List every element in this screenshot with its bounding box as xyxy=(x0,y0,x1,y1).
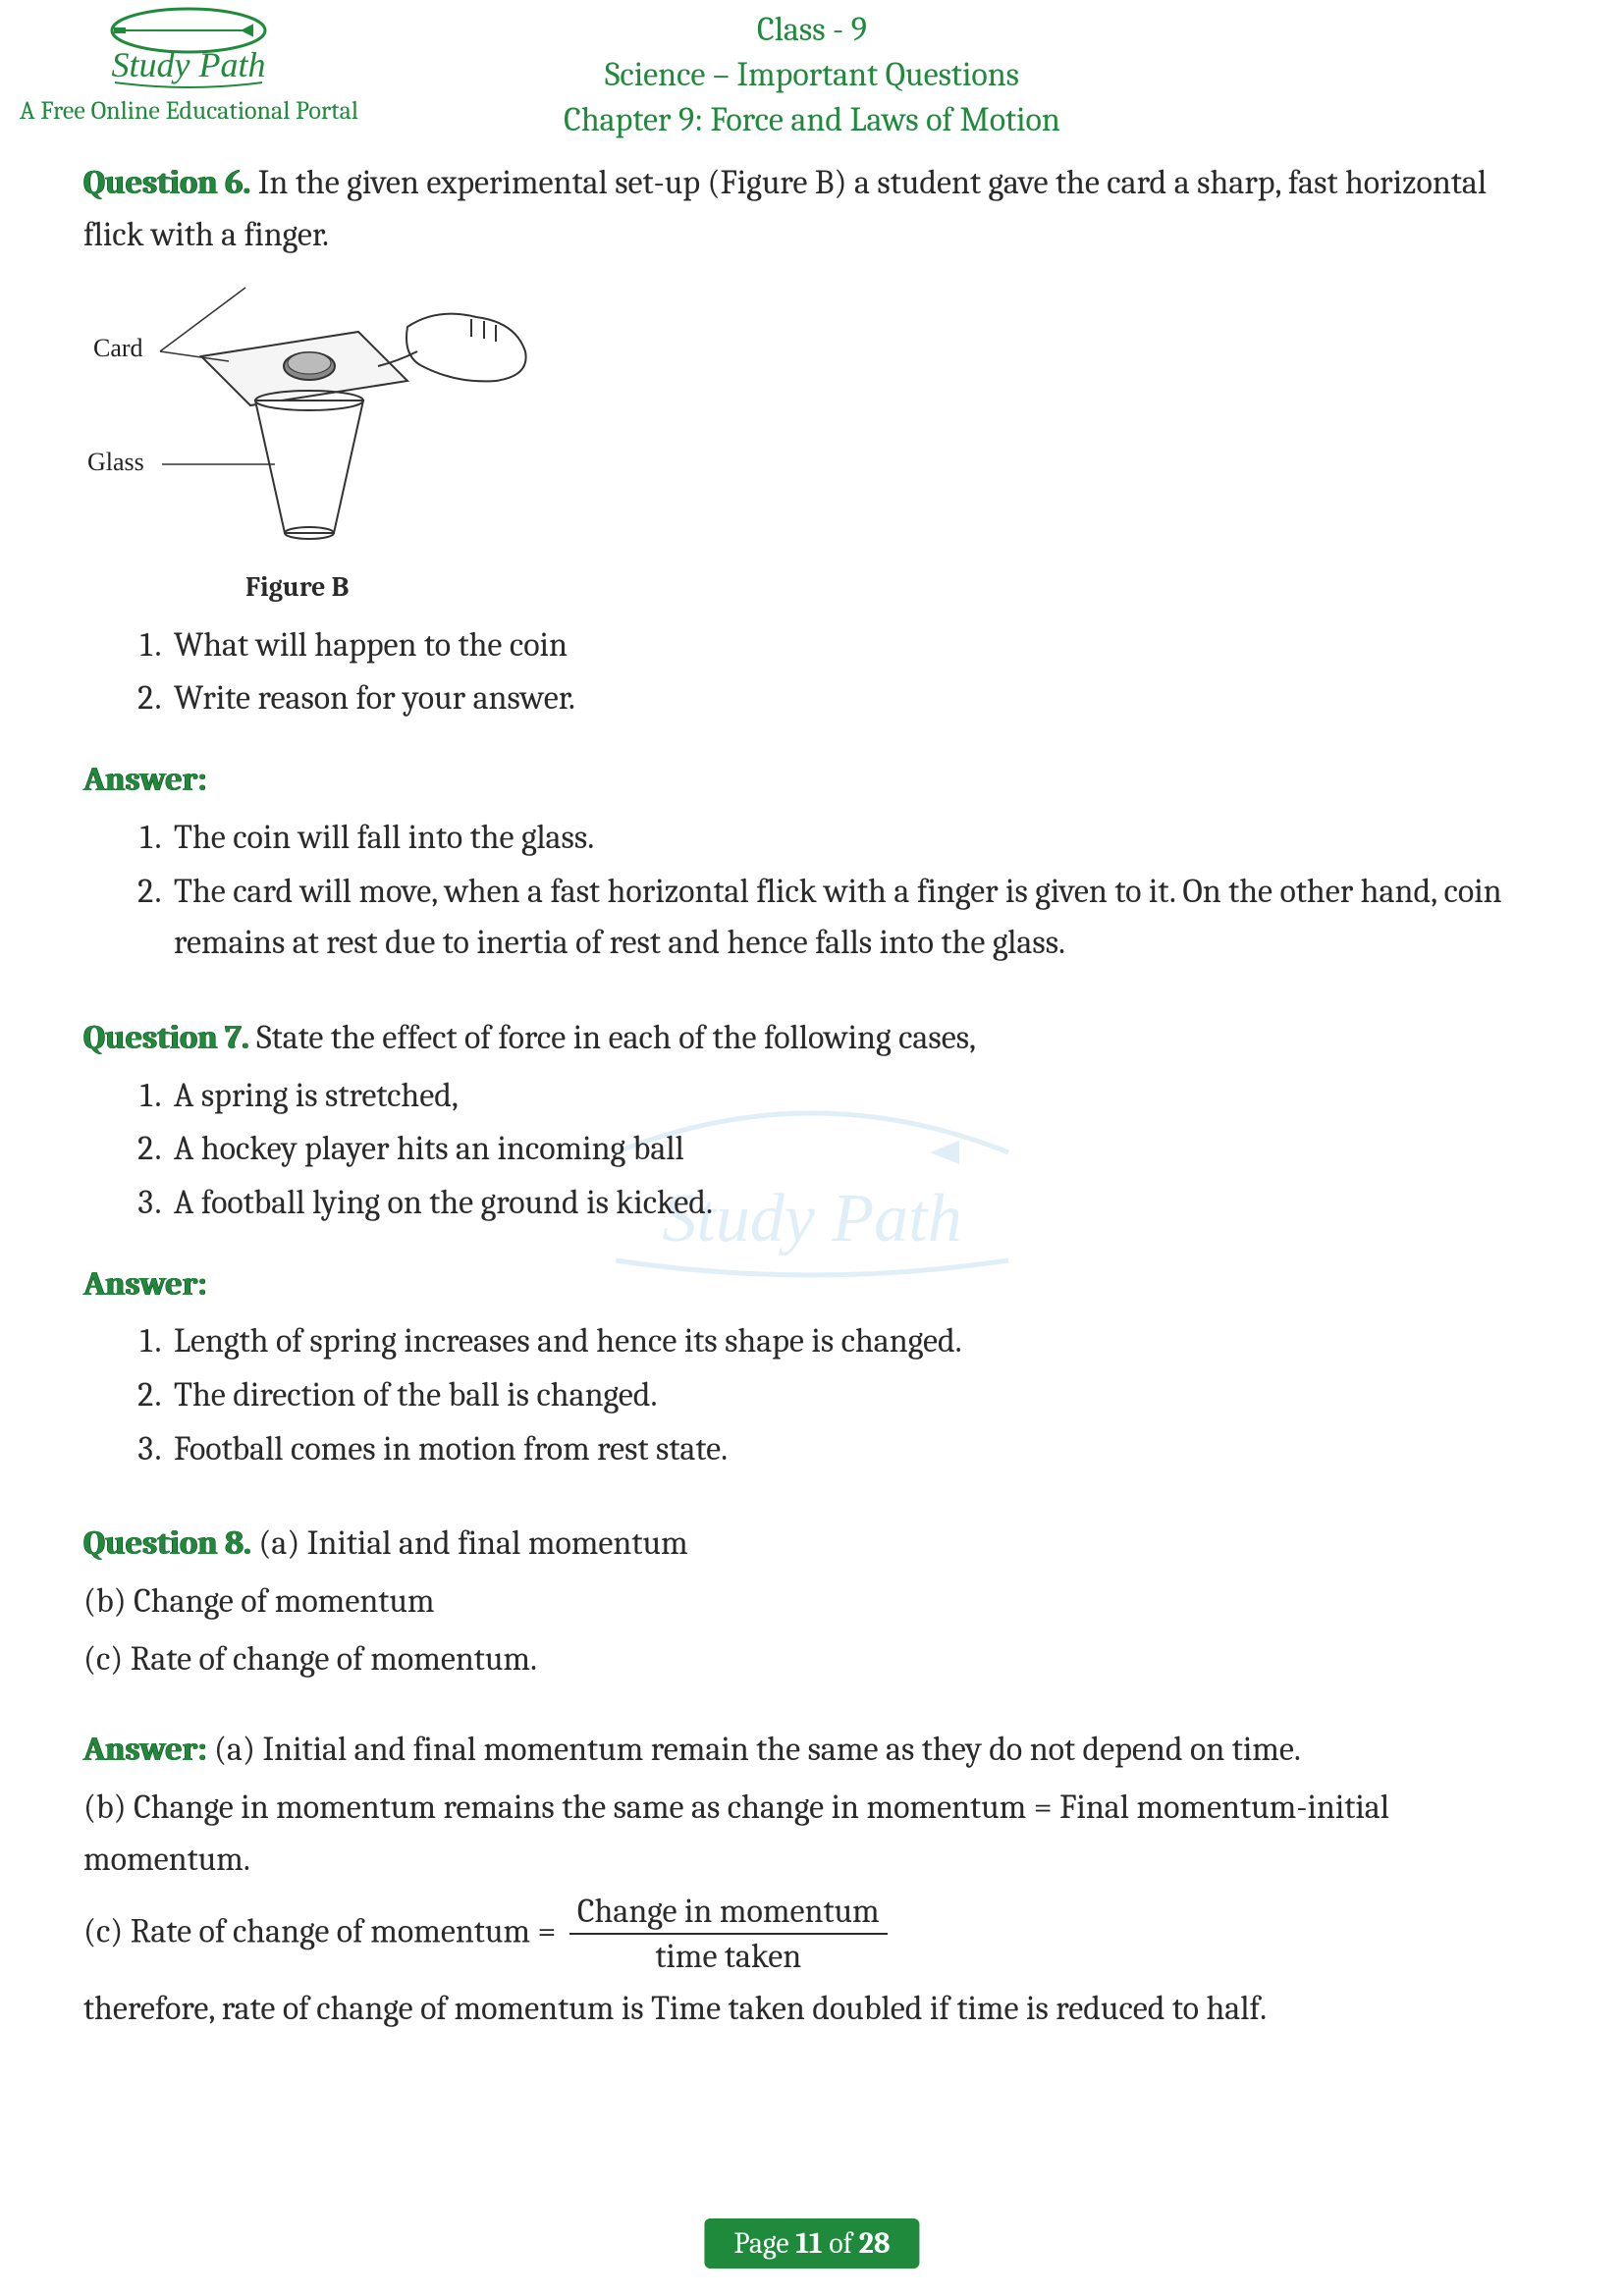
q6-text: In the given experimental set-up (Figure… xyxy=(83,163,1487,254)
q8-ans-c-lead: (c) Rate of change of momentum = xyxy=(83,1911,564,1950)
page-footer: Page 11 of 28 xyxy=(704,2218,919,2269)
q6-subquestions: What will happen to the coin Write reaso… xyxy=(83,619,1541,724)
list-item: The card will move, when a fast horizont… xyxy=(168,866,1541,969)
footer-mid: of xyxy=(823,2226,859,2261)
page-content: Question 6. In the given experimental se… xyxy=(0,147,1624,2035)
list-item: A hockey player hits an incoming ball xyxy=(168,1123,1541,1175)
q6-label: Question 6. xyxy=(83,163,250,202)
list-item: A spring is stretched, xyxy=(168,1070,1541,1122)
footer-page-current: 11 xyxy=(795,2226,822,2261)
fig-card-label: Card xyxy=(93,334,143,362)
q6-answers: The coin will fall into the glass. The c… xyxy=(83,812,1541,969)
q8-ans-c-tail: therefore, rate of change of momentum is… xyxy=(83,1983,1541,2035)
q8-label: Question 8. xyxy=(83,1523,251,1563)
q8-answer-a: Answer: (a) Initial and final momentum r… xyxy=(83,1724,1541,1776)
q8-text-b: (b) Change of momentum xyxy=(83,1575,1541,1628)
list-item: The coin will fall into the glass. xyxy=(168,812,1541,864)
q8-ans-c: (c) Rate of change of momentum = Change … xyxy=(83,1892,1541,1978)
svg-text:Study Path: Study Path xyxy=(112,45,266,84)
list-item: What will happen to the coin xyxy=(168,619,1541,671)
q7-text: State the effect of force in each of the… xyxy=(249,1018,976,1057)
footer-page-total: 28 xyxy=(859,2226,891,2261)
q8-text-c: (c) Rate of change of momentum. xyxy=(83,1633,1541,1685)
q8-ans-b: (b) Change in momentum remains the same … xyxy=(83,1782,1541,1885)
page-header: Study Path A Free Online Educational Por… xyxy=(0,0,1624,147)
q7-label: Question 7. xyxy=(83,1018,249,1057)
q8-text-a: (a) Initial and final momentum xyxy=(251,1523,688,1563)
list-item: Football comes in motion from rest state… xyxy=(168,1423,1541,1475)
logo-block: Study Path A Free Online Educational Por… xyxy=(20,6,358,126)
fig-glass-label: Glass xyxy=(87,448,144,476)
list-item: A football lying on the ground is kicked… xyxy=(168,1177,1541,1229)
q7-block: Question 7. State the effect of force in… xyxy=(83,1012,1541,1064)
q8-answer-label: Answer: xyxy=(83,1730,207,1769)
fraction-denominator: time taken xyxy=(569,1935,888,1977)
q6-figure: Card Glass Figure B xyxy=(83,268,1541,609)
q7-subquestions: A spring is stretched, A hockey player h… xyxy=(83,1070,1541,1229)
logo-icon: Study Path xyxy=(90,6,287,94)
q6-answer-label: Answer: xyxy=(83,760,207,799)
list-item: Length of spring increases and hence its… xyxy=(168,1315,1541,1367)
list-item: The direction of the ball is changed. xyxy=(168,1369,1541,1421)
q7-answers: Length of spring increases and hence its… xyxy=(83,1315,1541,1474)
fraction: Change in momentum time taken xyxy=(569,1892,888,1978)
figure-caption: Figure B xyxy=(245,566,1541,609)
figure-b-svg: Card Glass xyxy=(83,268,555,562)
logo-tagline: A Free Online Educational Portal xyxy=(20,96,358,126)
list-item: Write reason for your answer. xyxy=(168,672,1541,724)
footer-prefix: Page xyxy=(733,2226,795,2261)
fraction-numerator: Change in momentum xyxy=(569,1892,888,1936)
q8-ans-a: (a) Initial and final momentum remain th… xyxy=(207,1730,1301,1769)
q6-block: Question 6. In the given experimental se… xyxy=(83,157,1541,260)
q7-answer-label: Answer: xyxy=(83,1264,207,1304)
q8-block: Question 8. (a) Initial and final moment… xyxy=(83,1518,1541,1570)
